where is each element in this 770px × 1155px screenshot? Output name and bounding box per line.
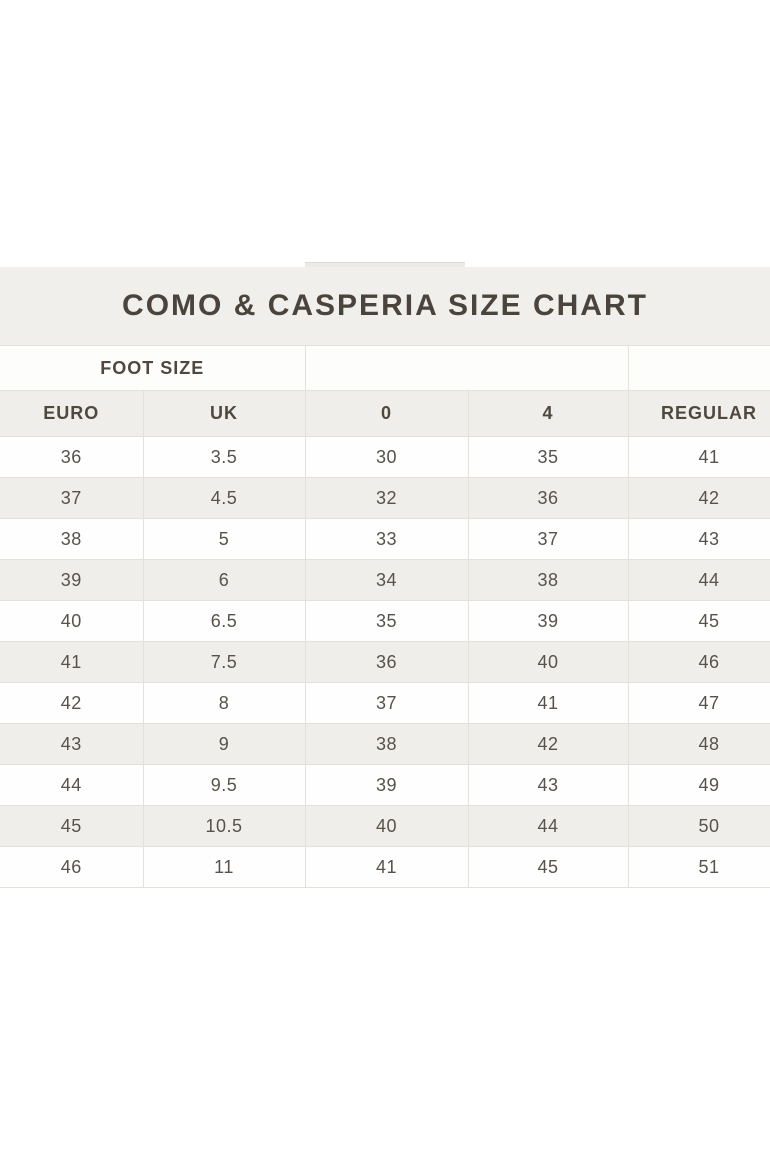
size-cell-4: 43 (468, 764, 629, 806)
table-row: 43 9 38 42 48 (0, 723, 770, 765)
table-row: 39 6 34 38 44 (0, 559, 770, 601)
size-cell-regular: 49 (628, 764, 770, 806)
size-cell-regular: 47 (628, 682, 770, 724)
top-artifact-strip (305, 262, 465, 268)
group-header-row: FOOT SIZE (0, 345, 770, 391)
size-cell-4: 38 (468, 559, 629, 601)
size-cell-euro: 39 (0, 559, 144, 601)
size-cell-0: 41 (305, 846, 469, 888)
size-cell-4: 40 (468, 641, 629, 683)
size-cell-euro: 37 (0, 477, 144, 519)
size-cell-0: 33 (305, 518, 469, 560)
size-cell-uk: 4.5 (143, 477, 306, 519)
table-row: 45 10.5 40 44 50 (0, 805, 770, 847)
column-header-regular: REGULAR (628, 390, 770, 437)
size-cell-uk: 10.5 (143, 805, 306, 847)
table-row: 38 5 33 37 43 (0, 518, 770, 560)
size-cell-regular: 50 (628, 805, 770, 847)
size-cell-euro: 45 (0, 805, 144, 847)
size-cell-uk: 6.5 (143, 600, 306, 642)
foot-size-group-header: FOOT SIZE (0, 345, 306, 391)
size-cell-uk: 7.5 (143, 641, 306, 683)
size-cell-regular: 41 (628, 436, 770, 478)
table-row: 41 7.5 36 40 46 (0, 641, 770, 683)
size-cell-regular: 44 (628, 559, 770, 601)
empty-group-cell (628, 345, 770, 391)
size-cell-euro: 41 (0, 641, 144, 683)
table-row: 37 4.5 32 36 42 (0, 477, 770, 519)
table-body: 36 3.5 30 35 41 37 4.5 32 36 42 38 5 33 37 43 39 6 34 38 44… (0, 436, 770, 888)
empty-group-cell (305, 345, 629, 391)
size-cell-0: 36 (305, 641, 469, 683)
column-header-4: 4 (468, 390, 629, 437)
size-cell-euro: 42 (0, 682, 144, 724)
size-cell-regular: 48 (628, 723, 770, 765)
size-cell-uk: 8 (143, 682, 306, 724)
size-cell-0: 30 (305, 436, 469, 478)
table-row: 42 8 37 41 47 (0, 682, 770, 724)
size-cell-4: 42 (468, 723, 629, 765)
size-cell-0: 38 (305, 723, 469, 765)
size-chart-table: FOOT SIZE EURO UK 0 4 REGULAR 36 3.5 30 35 4… (0, 345, 770, 888)
size-cell-euro: 44 (0, 764, 144, 806)
size-cell-euro: 38 (0, 518, 144, 560)
size-cell-regular: 46 (628, 641, 770, 683)
size-cell-regular: 42 (628, 477, 770, 519)
size-cell-euro: 40 (0, 600, 144, 642)
table-row: 46 11 41 45 51 (0, 846, 770, 888)
size-chart-banner: COMO & CASPERIA SIZE CHART (0, 267, 770, 345)
column-header-euro: EURO (0, 390, 144, 437)
size-cell-uk: 3.5 (143, 436, 306, 478)
page-title: COMO & CASPERIA SIZE CHART (122, 289, 648, 322)
size-cell-4: 45 (468, 846, 629, 888)
size-cell-0: 34 (305, 559, 469, 601)
table-head: FOOT SIZE EURO UK 0 4 REGULAR (0, 345, 770, 437)
size-cell-uk: 6 (143, 559, 306, 601)
column-header-0: 0 (305, 390, 469, 437)
size-cell-4: 37 (468, 518, 629, 560)
size-cell-regular: 45 (628, 600, 770, 642)
column-header-row: EURO UK 0 4 REGULAR (0, 390, 770, 437)
size-cell-euro: 43 (0, 723, 144, 765)
size-cell-0: 40 (305, 805, 469, 847)
size-cell-uk: 9.5 (143, 764, 306, 806)
table-row: 40 6.5 35 39 45 (0, 600, 770, 642)
table-row: 36 3.5 30 35 41 (0, 436, 770, 478)
size-cell-4: 36 (468, 477, 629, 519)
size-cell-euro: 36 (0, 436, 144, 478)
size-cell-0: 37 (305, 682, 469, 724)
size-cell-regular: 51 (628, 846, 770, 888)
size-cell-regular: 43 (628, 518, 770, 560)
size-cell-uk: 5 (143, 518, 306, 560)
size-cell-0: 32 (305, 477, 469, 519)
column-header-uk: UK (143, 390, 306, 437)
size-cell-4: 35 (468, 436, 629, 478)
size-cell-4: 41 (468, 682, 629, 724)
size-cell-uk: 9 (143, 723, 306, 765)
table-row: 44 9.5 39 43 49 (0, 764, 770, 806)
size-cell-euro: 46 (0, 846, 144, 888)
size-cell-4: 39 (468, 600, 629, 642)
size-cell-4: 44 (468, 805, 629, 847)
size-cell-0: 39 (305, 764, 469, 806)
size-cell-uk: 11 (143, 846, 306, 888)
size-cell-0: 35 (305, 600, 469, 642)
